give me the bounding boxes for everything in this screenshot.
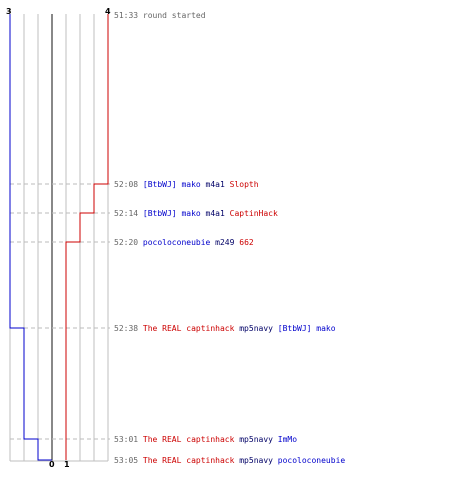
blue-end-count: 0 xyxy=(49,460,55,469)
event-time: 52:14 xyxy=(114,209,138,218)
red-start-count: 4 xyxy=(105,7,111,16)
event-segment: Slopth xyxy=(225,180,259,189)
event-segment: mp5navy xyxy=(234,435,273,444)
event-segment: [BtbWJ] mako xyxy=(138,209,201,218)
team-alive-steps xyxy=(9,14,109,461)
event-log: 51:33 round started 52:08 [BtbWJ] mako m4… xyxy=(114,11,345,465)
alive-count-grid xyxy=(9,14,109,462)
event-time: 53:05 xyxy=(114,456,138,465)
event-segment: m4a1 xyxy=(201,180,225,189)
red-end-count: 1 xyxy=(64,460,70,469)
event-segment: The REAL captinhack xyxy=(138,435,235,444)
event-segment: 662 xyxy=(234,238,253,247)
event-row: 52:08 [BtbWJ] mako m4a1 Slopth xyxy=(114,180,259,189)
red-team-step-line xyxy=(65,14,109,460)
event-segment: ImMo xyxy=(273,435,297,444)
event-row: 52:20 pocoloconeubie m249 662 xyxy=(114,238,254,247)
event-guide-lines xyxy=(10,183,110,440)
event-segment: m249 xyxy=(210,238,234,247)
event-segment: round started xyxy=(138,11,206,20)
event-segment: pocoloconeubie xyxy=(138,238,210,247)
event-row: 53:05 The REAL captinhack mp5navy pocolo… xyxy=(114,456,345,465)
event-time: 52:08 xyxy=(114,180,138,189)
event-segment: [BtbWJ] mako xyxy=(138,180,201,189)
event-segment: [BtbWJ] mako xyxy=(273,324,336,333)
event-segment: The REAL captinhack xyxy=(138,324,235,333)
blue-start-count: 3 xyxy=(6,7,12,16)
event-time: 51:33 xyxy=(114,11,138,20)
event-segment: pocoloconeubie xyxy=(273,456,345,465)
event-row: 52:38 The REAL captinhack mp5navy [BtbWJ… xyxy=(114,324,336,333)
event-segment: m4a1 xyxy=(201,209,225,218)
event-row: 51:33 round started xyxy=(114,11,206,20)
event-time: 53:01 xyxy=(114,435,138,444)
event-row: 53:01 The REAL captinhack mp5navy ImMo xyxy=(114,435,297,444)
event-segment: CaptinHack xyxy=(225,209,278,218)
event-row: 52:14 [BtbWJ] mako m4a1 CaptinHack xyxy=(114,209,278,218)
event-time: 52:38 xyxy=(114,324,138,333)
blue-team-step-line xyxy=(9,14,52,461)
event-segment: mp5navy xyxy=(234,324,273,333)
event-segment: The REAL captinhack xyxy=(138,456,235,465)
event-time: 52:20 xyxy=(114,238,138,247)
event-segment: mp5navy xyxy=(234,456,273,465)
